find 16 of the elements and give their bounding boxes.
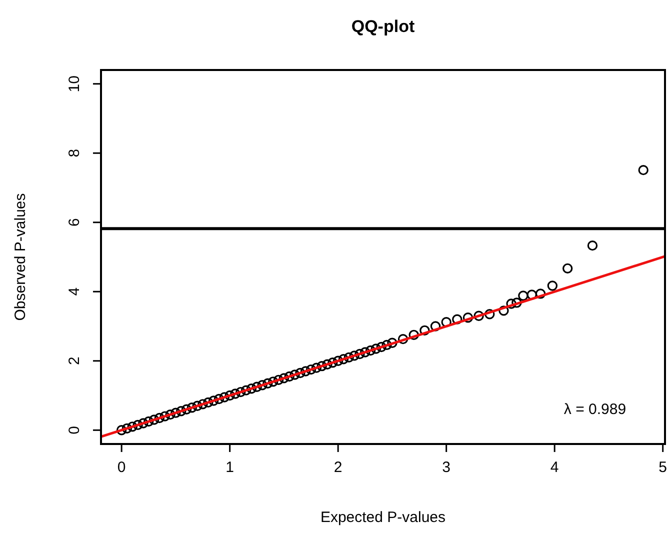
- y-tick-label: 10: [66, 76, 83, 92]
- y-tick-label: 0: [66, 426, 83, 434]
- y-tick-label: 6: [66, 218, 83, 227]
- chart-title: QQ-plot: [351, 17, 415, 36]
- x-tick-label: 0: [117, 459, 126, 476]
- x-tick-label: 1: [226, 459, 234, 476]
- y-axis-title: Observed P-values: [12, 193, 29, 321]
- annotation: λ = 0.989: [564, 401, 626, 418]
- x-tick-label: 4: [550, 459, 559, 476]
- x-tick-label: 3: [442, 459, 450, 476]
- x-axis-title: Expected P-values: [320, 509, 446, 526]
- y-tick-label: 2: [66, 356, 83, 366]
- x-tick-label: 2: [334, 459, 342, 476]
- x-tick-label: 5: [658, 459, 668, 476]
- y-tick-label: 4: [66, 287, 83, 296]
- y-tick-label: 8: [66, 148, 83, 158]
